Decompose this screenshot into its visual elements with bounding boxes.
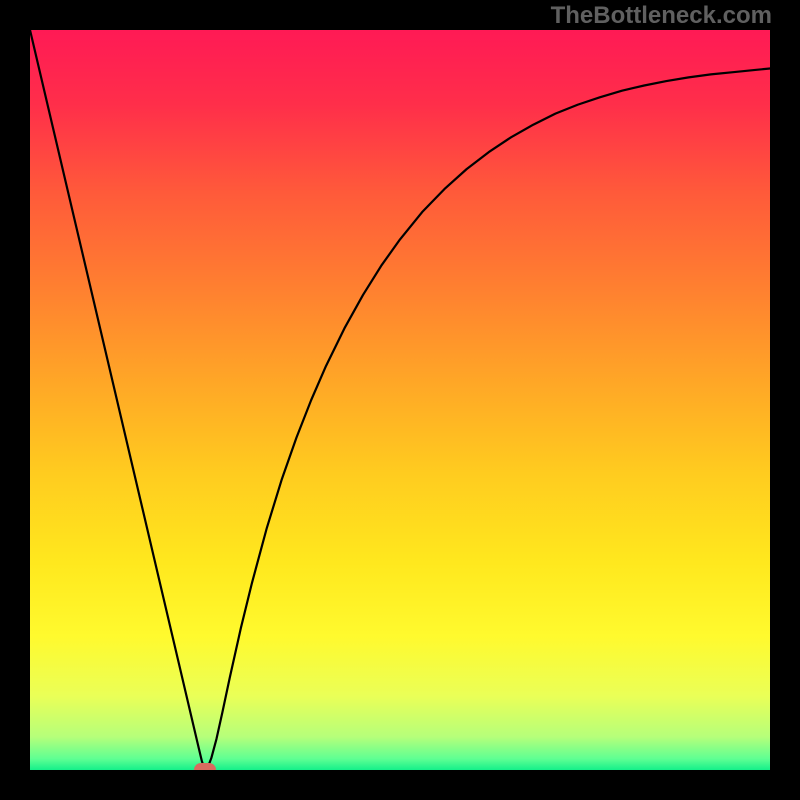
frame-bottom xyxy=(0,770,800,800)
plot-area xyxy=(30,30,770,770)
frame-left xyxy=(0,0,30,800)
gradient-background xyxy=(30,30,770,770)
watermark-text: TheBottleneck.com xyxy=(551,2,772,30)
chart-svg xyxy=(30,30,770,770)
frame-right xyxy=(770,0,800,800)
